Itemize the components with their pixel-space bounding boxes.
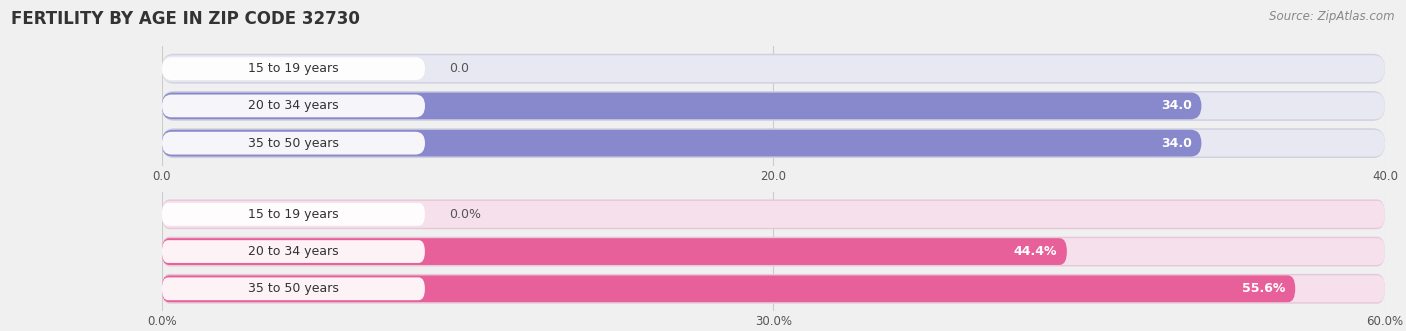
FancyBboxPatch shape: [162, 274, 1385, 304]
Text: 44.4%: 44.4%: [1014, 245, 1057, 258]
Text: 34.0: 34.0: [1161, 137, 1192, 150]
Text: 34.0: 34.0: [1161, 99, 1192, 113]
Text: 55.6%: 55.6%: [1241, 282, 1285, 295]
FancyBboxPatch shape: [162, 128, 1385, 158]
FancyBboxPatch shape: [162, 275, 1295, 302]
FancyBboxPatch shape: [162, 54, 1385, 84]
FancyBboxPatch shape: [162, 93, 1385, 119]
FancyBboxPatch shape: [162, 201, 1385, 228]
Text: FERTILITY BY AGE IN ZIP CODE 32730: FERTILITY BY AGE IN ZIP CODE 32730: [11, 10, 360, 28]
FancyBboxPatch shape: [162, 277, 425, 300]
FancyBboxPatch shape: [162, 95, 425, 117]
FancyBboxPatch shape: [162, 237, 1385, 266]
FancyBboxPatch shape: [162, 238, 1067, 265]
FancyBboxPatch shape: [162, 240, 425, 263]
Text: 20 to 34 years: 20 to 34 years: [249, 99, 339, 113]
Text: 35 to 50 years: 35 to 50 years: [247, 282, 339, 295]
Text: 0.0%: 0.0%: [449, 208, 481, 221]
Text: 15 to 19 years: 15 to 19 years: [247, 208, 339, 221]
FancyBboxPatch shape: [162, 203, 425, 226]
Text: 0.0: 0.0: [449, 62, 470, 75]
Text: 15 to 19 years: 15 to 19 years: [249, 62, 339, 75]
FancyBboxPatch shape: [162, 199, 1385, 229]
Text: 20 to 34 years: 20 to 34 years: [247, 245, 339, 258]
FancyBboxPatch shape: [162, 238, 1385, 265]
FancyBboxPatch shape: [162, 130, 1202, 157]
FancyBboxPatch shape: [162, 132, 425, 155]
Text: Source: ZipAtlas.com: Source: ZipAtlas.com: [1270, 10, 1395, 23]
Text: 35 to 50 years: 35 to 50 years: [247, 137, 339, 150]
FancyBboxPatch shape: [162, 275, 1385, 302]
FancyBboxPatch shape: [162, 93, 1202, 119]
FancyBboxPatch shape: [162, 91, 1385, 121]
FancyBboxPatch shape: [162, 55, 1385, 82]
FancyBboxPatch shape: [162, 130, 1385, 157]
FancyBboxPatch shape: [162, 57, 425, 80]
